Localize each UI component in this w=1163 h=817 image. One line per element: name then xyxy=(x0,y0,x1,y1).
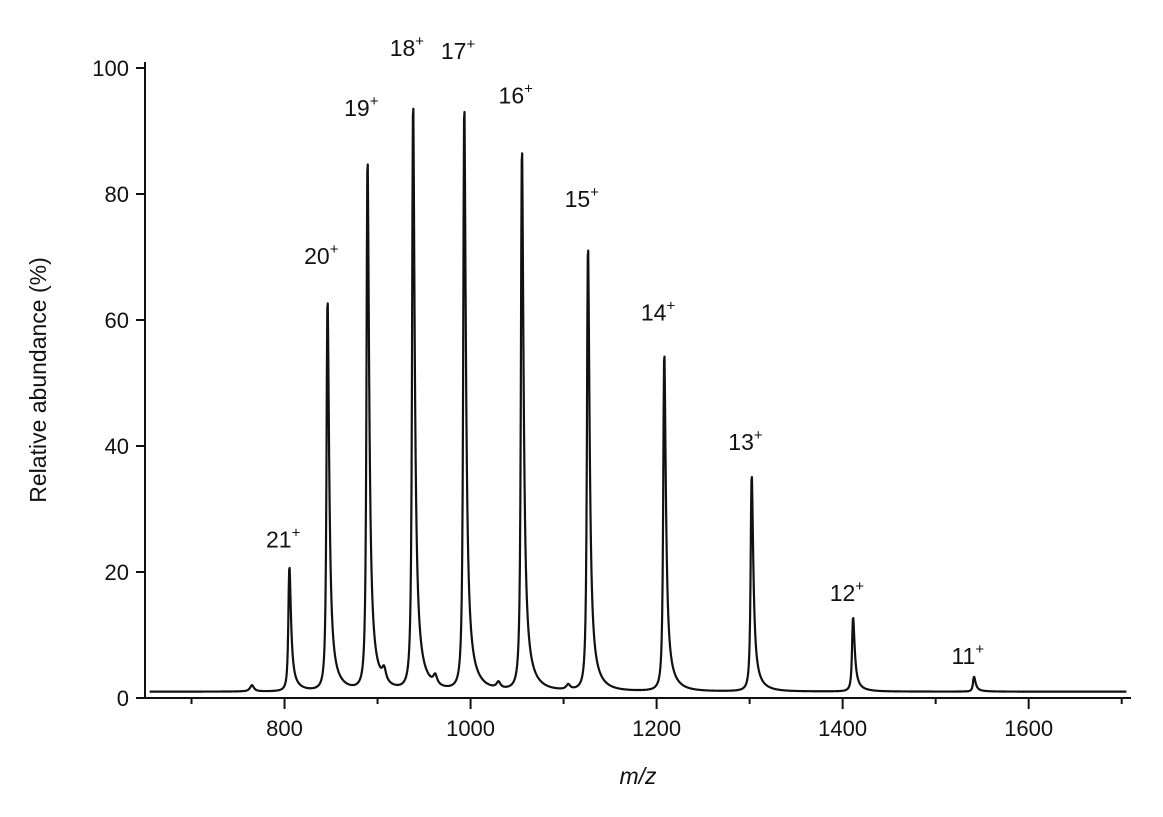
peak-label: 12+ xyxy=(830,578,865,606)
peak-label: 16+ xyxy=(499,80,534,108)
peak-label: 17+ xyxy=(441,36,476,64)
x-ticks: 800 1000 1200 1400 1600 xyxy=(190,698,1123,741)
y-tick-label: 20 xyxy=(105,560,129,585)
y-tick-label: 60 xyxy=(105,308,129,333)
y-axis-title: Relative abundance (%) xyxy=(25,257,51,502)
spectrum-trace xyxy=(149,107,1127,693)
x-tick-label: 1200 xyxy=(632,716,681,741)
y-tick-label: 0 xyxy=(117,686,129,711)
spectrum-line xyxy=(149,107,1127,693)
x-tick-label: 1600 xyxy=(1004,716,1053,741)
x-tick-label: 1400 xyxy=(818,716,867,741)
peak-label: 13+ xyxy=(728,427,763,455)
x-tick-label: 800 xyxy=(266,716,303,741)
peak-label: 14+ xyxy=(641,298,676,326)
y-ticks: 0 20 40 60 80 100 xyxy=(92,56,145,711)
peak-label: 11+ xyxy=(951,641,984,669)
peak-label: 21+ xyxy=(266,524,301,552)
peak-label: 20+ xyxy=(304,241,339,269)
peak-label: 15+ xyxy=(565,184,600,212)
peak-label: 19+ xyxy=(344,93,379,121)
peak-labels: 21+ 20+ 19+ 18+ 17+ 16+ 15+ 14+ 13+ 12+ 11+ xyxy=(266,33,984,669)
x-tick-label: 1000 xyxy=(446,716,495,741)
x-axis-title: m/z xyxy=(619,763,657,789)
axes xyxy=(144,62,1131,699)
y-tick-label: 100 xyxy=(92,56,129,81)
y-tick-label: 80 xyxy=(105,182,129,207)
y-tick-label: 40 xyxy=(105,434,129,459)
peak-label: 18+ xyxy=(390,33,425,61)
